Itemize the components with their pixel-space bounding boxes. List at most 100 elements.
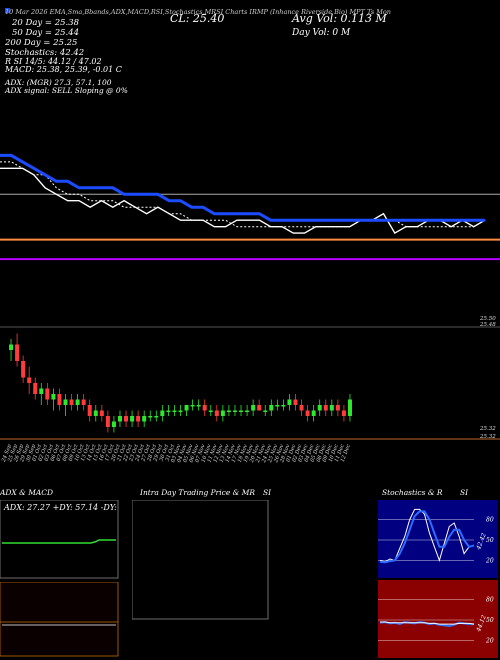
adx-line (2, 539, 116, 544)
candle-body (275, 405, 280, 407)
adx-label: ADX: (MGR) 27.3, 57.1, 100 (4, 78, 112, 87)
stoch-d-line (379, 510, 475, 564)
mrsi-tick: 20 (485, 637, 494, 644)
candle-body (329, 405, 334, 411)
intraday-panel-title2: SI (263, 488, 272, 497)
candle-body (305, 410, 310, 416)
candle-body (93, 410, 98, 416)
blue-legend-marker (5, 8, 10, 13)
candle-body (263, 410, 268, 412)
stoch-bg (378, 500, 498, 578)
candle-body (196, 405, 201, 407)
date-tick: 01 Dec (285, 444, 297, 463)
date-tick: 09 Dec (322, 444, 334, 463)
date-tick: 31 Oct (165, 443, 177, 462)
candle-body (33, 383, 38, 394)
mrsi-tick: 80 (486, 597, 494, 604)
date-tick: 03 Dec (298, 444, 310, 463)
header-svg: 10 Mar 2026 EMA,Sma,Bbands,ADX,MACD,RSI,… (4, 8, 391, 95)
candle-body (245, 410, 250, 412)
date-tick: 08 Oct (62, 443, 74, 462)
candle-body (142, 416, 147, 422)
candle-body (27, 377, 32, 383)
mrsi-tick: 50 (486, 617, 494, 624)
date-tick: 03 Oct (44, 443, 56, 462)
date-tick: 17 Oct (104, 443, 116, 462)
stoch-tick: 80 (486, 517, 494, 524)
date-tick: 13 Oct (80, 443, 92, 462)
candle-body (208, 410, 213, 412)
date-tick: 09 Oct (68, 443, 80, 462)
adx-readout: ADX: 27.27 +DY: 57.14 -DY: 100 (3, 503, 120, 512)
candle-body (166, 410, 171, 412)
date-tick: 30 Oct (159, 443, 171, 462)
candle-body (214, 410, 219, 416)
stoch-panel-title2: SI (460, 488, 469, 497)
date-tick: 10 Oct (74, 443, 86, 462)
candle-body (287, 399, 292, 405)
candle-body (184, 405, 189, 411)
date-tick: 02 Oct (38, 443, 50, 462)
candle-body (45, 388, 50, 400)
date-tick: 15 Oct (92, 443, 104, 462)
candle-body (323, 405, 328, 411)
candle-body (172, 410, 177, 412)
adx-panel: ADX: 27.27 +DY: 57.14 -DY: 100 (0, 500, 120, 579)
sma200-label: 200 Day = 25.25 (4, 38, 77, 48)
series-sma-short (0, 161, 486, 228)
candle-body (269, 405, 274, 411)
adx-panel-title: ADX & MACD (0, 488, 54, 497)
mrsi-mrsi-line (380, 621, 475, 625)
date-tick: 10 Dec (328, 444, 340, 463)
intraday-frame (132, 500, 269, 620)
date-tick: 02 Dec (292, 444, 304, 463)
sma20-label: 20 Day = 25.38 (11, 18, 80, 28)
candle-body (220, 410, 225, 416)
price-label: 25.32 (479, 426, 496, 432)
macd-frame (0, 582, 119, 657)
candle-body (15, 344, 20, 361)
candle-body (239, 410, 244, 412)
candle-body (190, 405, 195, 407)
intraday-panel (132, 500, 269, 620)
rsi-label: R SI 14/5: 44.12 / 47.02 (4, 57, 102, 66)
date-tick: 01 Oct (32, 443, 44, 462)
candle-body (347, 399, 352, 416)
candle-body (81, 399, 86, 405)
mrsi-bg (378, 580, 498, 658)
candle-body (99, 410, 104, 416)
candle-body (9, 344, 14, 350)
candle-body (75, 399, 80, 405)
price-label: 25.50 (479, 316, 496, 322)
sma50-label: 50 Day = 25.44 (12, 28, 79, 38)
candle-body (202, 405, 207, 411)
header-line: 10 Mar 2026 EMA,Sma,Bbands,ADX,MACD,RSI,… (5, 8, 391, 16)
candle-body (87, 405, 92, 416)
candle-body (63, 399, 68, 405)
candle-body (111, 421, 116, 427)
avg-vol-label: Avg Vol: 0.113 M (291, 12, 388, 25)
candle-body (39, 388, 44, 394)
date-tick: 14 Oct (86, 443, 98, 462)
date-tick: 07 Oct (56, 443, 68, 462)
date-tick: 08 Dec (316, 444, 328, 463)
candle-body (293, 399, 298, 405)
candle-body (136, 416, 141, 422)
candle-body (257, 405, 262, 411)
candle-body (311, 410, 316, 416)
day-vol-label: Day Vol: 0 M (291, 28, 351, 38)
candle-body (341, 410, 346, 416)
candle-body (299, 405, 304, 411)
macd-label: MACD: 25.38, 25.39, -0.01 C (4, 65, 122, 74)
date-tick: 16 Oct (98, 443, 110, 462)
stoch-panel-title: Stochastics & R (382, 488, 443, 497)
candle-body (281, 405, 286, 407)
candle-body (251, 405, 256, 411)
date-tick: 04 Dec (304, 444, 316, 463)
header: 10 Mar 2026 EMA,Sma,Bbands,ADX,MACD,RSI,… (0, 0, 500, 100)
date-tick: 11 Dec (334, 444, 346, 463)
date-tick: 12 Dec (340, 444, 352, 463)
